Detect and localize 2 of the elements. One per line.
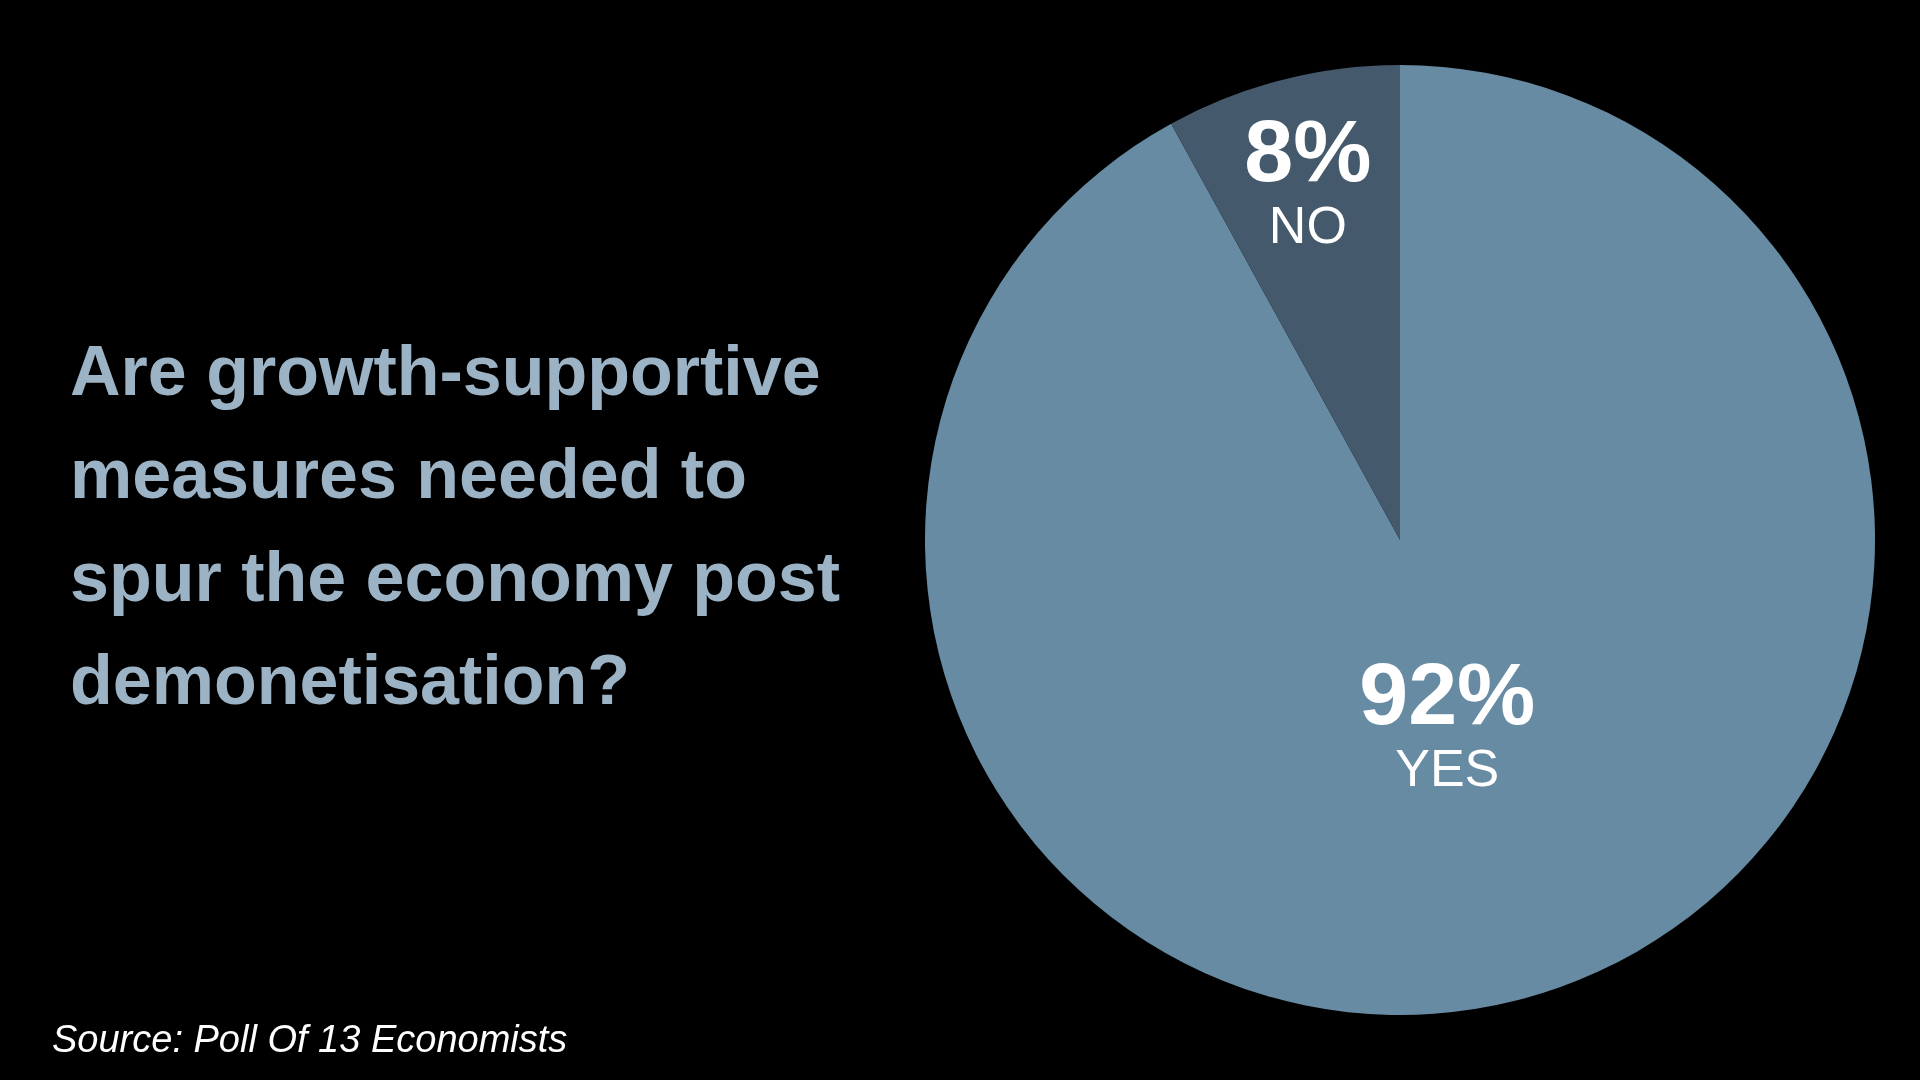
source-note: Source: Poll Of 13 Economists <box>52 1018 568 1061</box>
text: Are growth-supportive measures needed to spur the economy post demonetisation? <box>70 331 842 721</box>
